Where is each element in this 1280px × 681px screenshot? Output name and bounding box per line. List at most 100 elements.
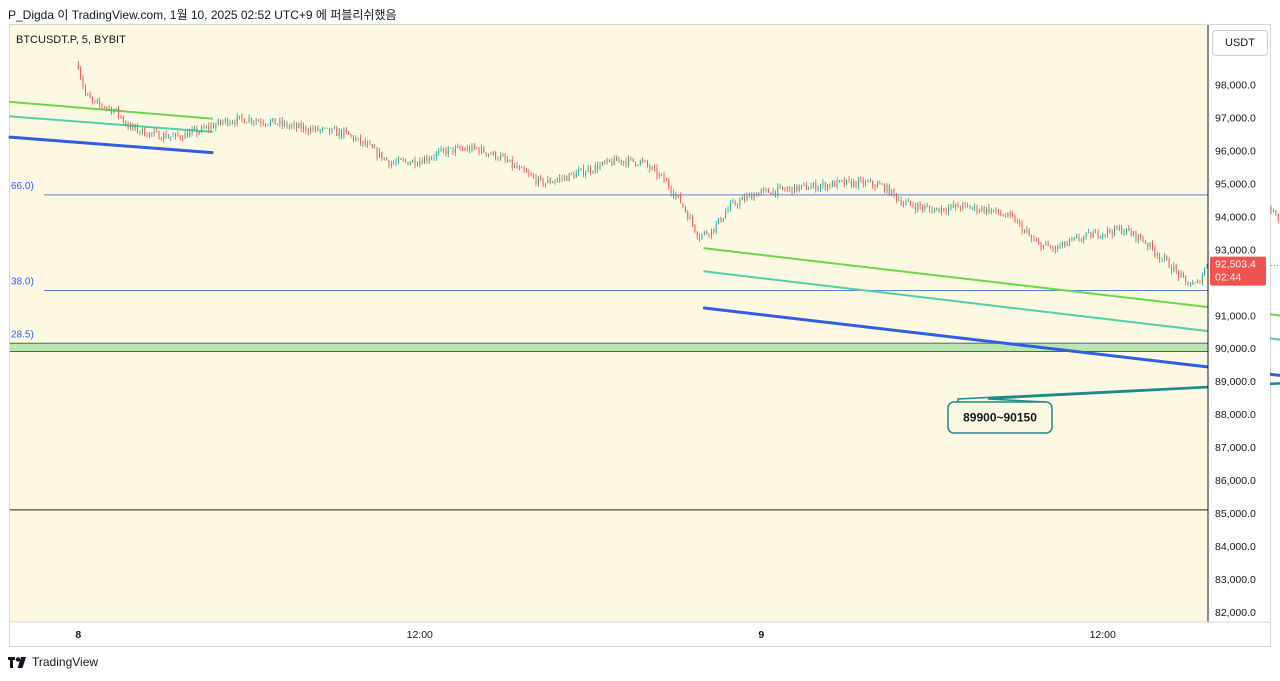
- candle-body-71: [246, 122, 248, 124]
- candle-body-206: [566, 176, 568, 181]
- candle-body-469: [1190, 284, 1191, 286]
- candle-body-183: [511, 159, 513, 168]
- candle-body-188: [523, 167, 525, 171]
- candle-body-214: [585, 172, 587, 176]
- candle-body-425: [1085, 232, 1087, 237]
- last-price-badge: [1210, 256, 1266, 286]
- y-tick-label: 84,000.0: [1215, 541, 1256, 553]
- candle-body-264: [703, 231, 705, 235]
- candle-body-302: [793, 184, 795, 194]
- candle-body-53: [203, 126, 205, 129]
- candle-body-319: [834, 181, 836, 187]
- candle-body-304: [798, 186, 800, 191]
- candle-body-364: [941, 208, 942, 213]
- candle-body-196: [542, 178, 544, 186]
- x-tick-label: 12:00: [407, 629, 433, 641]
- symbol-label[interactable]: BTCUSDT.P, 5, BYBIT: [16, 34, 126, 46]
- candle-body-340: [884, 184, 885, 192]
- candle-body-421: [1076, 236, 1078, 238]
- candle-body-30: [148, 132, 150, 137]
- candle-body-203: [559, 177, 561, 180]
- candle-body-99: [312, 128, 314, 131]
- candle-body-261: [696, 231, 698, 238]
- chart-frame[interactable]: [9, 24, 1271, 647]
- candle-body-41: [175, 133, 176, 136]
- candle-body-185: [516, 165, 518, 169]
- candle-body-205: [563, 176, 565, 179]
- tradingview-branding[interactable]: TradingView: [8, 655, 98, 669]
- candle-body-386: [993, 209, 995, 211]
- candle-body-441: [1123, 232, 1125, 234]
- candle-body-262: [699, 237, 701, 239]
- candle-body-209: [573, 173, 575, 178]
- candle-body-282: [746, 195, 748, 201]
- candle-body-376: [969, 205, 971, 209]
- candle-body-20: [125, 121, 127, 125]
- candle-body-459: [1166, 256, 1168, 260]
- candle-body-253: [677, 195, 679, 196]
- candle-body-295: [777, 186, 779, 196]
- candle-body-362: [936, 207, 938, 210]
- candle-body-215: [587, 167, 589, 173]
- candle-body-454: [1154, 248, 1156, 255]
- candle-body-224: [609, 159, 610, 162]
- candle-body-227: [616, 157, 618, 162]
- candle-body-216: [590, 167, 591, 173]
- candle-body-111: [341, 130, 342, 137]
- y-tick-label: 82,000.0: [1215, 607, 1256, 619]
- candle-body-316: [827, 184, 829, 189]
- candle-body-156: [447, 147, 449, 155]
- candle-body-77: [260, 121, 262, 124]
- candle-body-181: [507, 159, 508, 162]
- candle-body-121: [364, 141, 366, 146]
- candle-body-299: [786, 188, 788, 191]
- candle-body-3: [84, 86, 86, 94]
- candle-body-76: [258, 120, 259, 122]
- candle-body-126: [376, 147, 378, 157]
- candle-body-179: [502, 155, 504, 157]
- candle-body-463: [1175, 265, 1177, 271]
- annotations-layer: 89900~90150: [947, 382, 1280, 434]
- currency-button[interactable]: USDT: [1212, 30, 1268, 56]
- candle-body-432: [1102, 234, 1104, 237]
- candle-body-360: [931, 208, 933, 213]
- candle-body-193: [535, 177, 537, 184]
- candle-body-13: [108, 107, 110, 109]
- candle-body-123: [369, 143, 371, 145]
- candle-body-269: [715, 223, 717, 232]
- candle-body-275: [729, 202, 731, 209]
- candle-body-29: [146, 135, 148, 137]
- candle-body-472: [1197, 280, 1199, 283]
- candle-body-370: [955, 203, 957, 208]
- candle-body-277: [734, 201, 736, 205]
- candle-body-35: [160, 139, 162, 141]
- candle-body-149: [431, 157, 433, 160]
- candle-body-92: [296, 123, 297, 129]
- candle-body-158: [452, 147, 454, 153]
- candle-body-136: [400, 158, 402, 160]
- candle-body-346: [898, 199, 900, 201]
- candle-body-267: [710, 228, 712, 236]
- candle-body-449: [1142, 238, 1144, 242]
- candle-body-461: [1171, 267, 1172, 272]
- candle-body-396: [1016, 220, 1018, 223]
- candle-body-14: [111, 107, 112, 113]
- candle-body-187: [521, 167, 523, 169]
- candle-body-467: [1185, 276, 1187, 282]
- candle-body-66: [234, 122, 236, 124]
- candle-body-49: [194, 128, 195, 130]
- candle-body-245: [658, 174, 660, 177]
- candle-body-394: [1012, 214, 1014, 217]
- candle-body-115: [350, 134, 352, 136]
- candle-body-6: [92, 97, 93, 101]
- x-tick-label: 9: [758, 629, 764, 641]
- candle-body-48: [191, 129, 193, 132]
- candle-body-150: [433, 157, 435, 159]
- candle-body-361: [933, 209, 935, 213]
- candle-body-324: [846, 179, 848, 185]
- candle-body-281: [744, 197, 746, 201]
- candle-body-31: [151, 132, 153, 134]
- candle-body-5: [89, 94, 91, 98]
- candle-body-406: [1040, 242, 1042, 250]
